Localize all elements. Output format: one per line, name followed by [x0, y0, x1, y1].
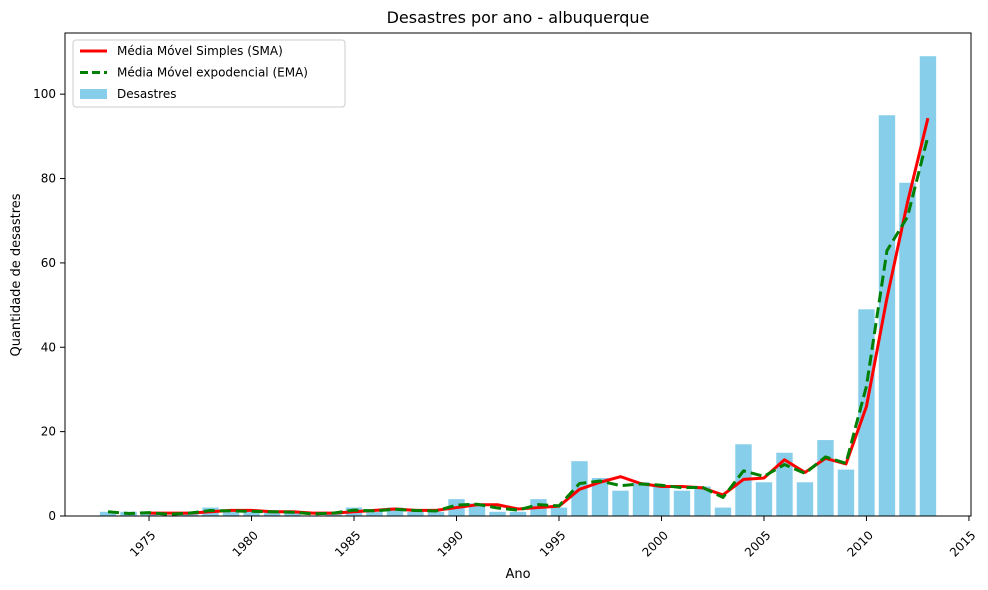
y-tick-label-80: 80: [41, 172, 56, 186]
bar-1995: [550, 507, 568, 516]
bar-1982: [284, 511, 301, 516]
legend-label-ema: Média Móvel expodencial (EMA): [117, 66, 308, 80]
bar-1973: [99, 511, 117, 516]
bar-2013: [919, 56, 937, 517]
legend: Média Móvel Simples (SMA) Média Móvel exp…: [72, 39, 346, 108]
bar-1981: [263, 511, 281, 516]
y-tick-label-0: 0: [48, 509, 56, 523]
bar-2012: [899, 182, 916, 516]
bar-2005: [755, 482, 773, 516]
y-tick-label-20: 20: [41, 425, 56, 439]
x-axis-label: Ano: [505, 567, 530, 582]
ema-line: [107, 135, 930, 516]
bar-1999: [632, 482, 650, 516]
y-tick-label-40: 40: [41, 340, 56, 354]
bar-1998: [612, 490, 629, 516]
bar-1979: [222, 511, 240, 516]
y-axis-label: Quantidade de desastres: [9, 193, 24, 356]
bar-1989: [427, 511, 445, 516]
bar-2001: [673, 490, 691, 516]
legend-label-sma: Média Móvel Simples (SMA): [117, 44, 283, 58]
bar-1987: [386, 507, 404, 516]
bar-2011: [878, 115, 896, 517]
bar-2002: [694, 486, 711, 516]
axes-frame: [64, 32, 972, 517]
bar-2006: [776, 452, 793, 516]
y-tick-label-60: 60: [41, 256, 56, 270]
legend-box: [72, 39, 346, 108]
bar-1986: [366, 511, 383, 516]
bar-2000: [653, 486, 670, 516]
legend-bar-swatch: [80, 89, 107, 99]
bar-1980: [243, 511, 260, 516]
bar-2009: [837, 469, 855, 516]
bar-2007: [796, 482, 814, 516]
bar-1988: [407, 511, 424, 516]
sma-line: [149, 117, 930, 515]
chart-title: Desastres por ano - albuquerque: [387, 8, 650, 27]
y-tick-label-100: 100: [33, 87, 56, 101]
bar-1997: [591, 478, 609, 516]
legend-label-bar: Desastres: [117, 87, 177, 101]
bar-1993: [509, 511, 527, 516]
bar-1992: [489, 511, 506, 516]
bar-2003: [714, 507, 732, 516]
bar-2008: [817, 440, 834, 516]
